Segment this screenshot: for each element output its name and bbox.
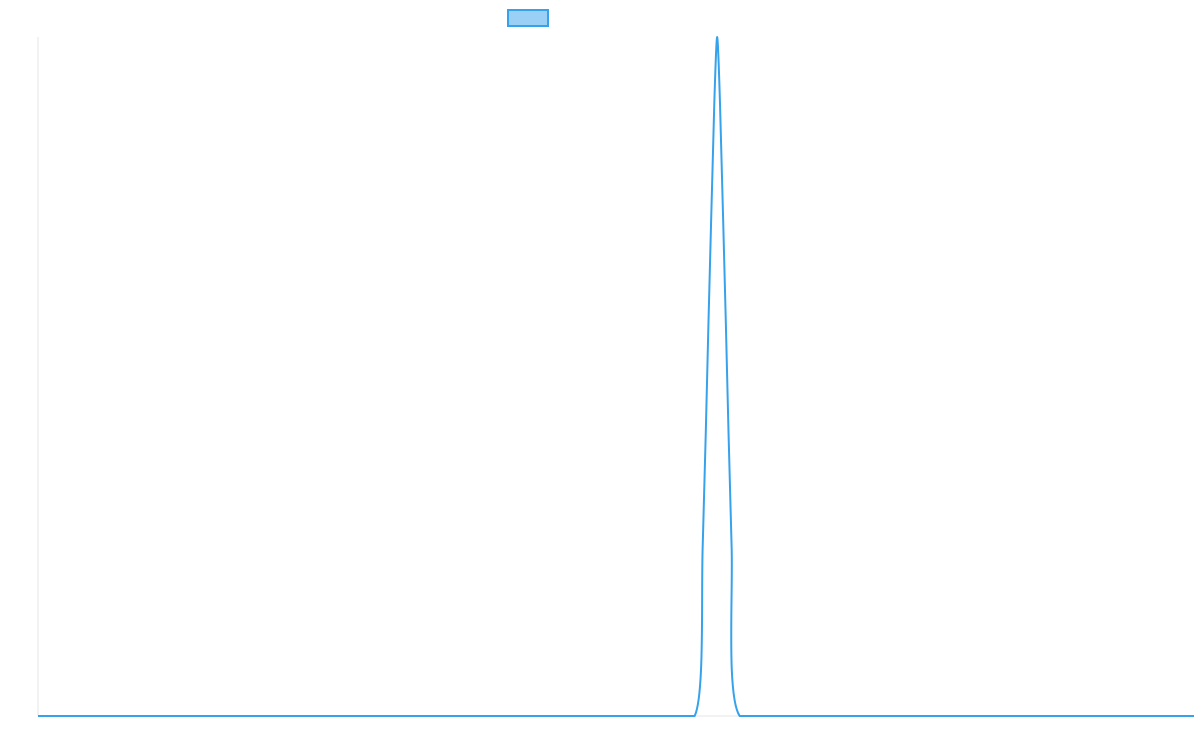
legend[interactable] <box>507 9 549 27</box>
axes <box>37 37 1194 717</box>
legend-swatch-0[interactable] <box>507 9 549 27</box>
series-layer <box>38 36 1194 718</box>
series-line-0 <box>38 36 1194 718</box>
